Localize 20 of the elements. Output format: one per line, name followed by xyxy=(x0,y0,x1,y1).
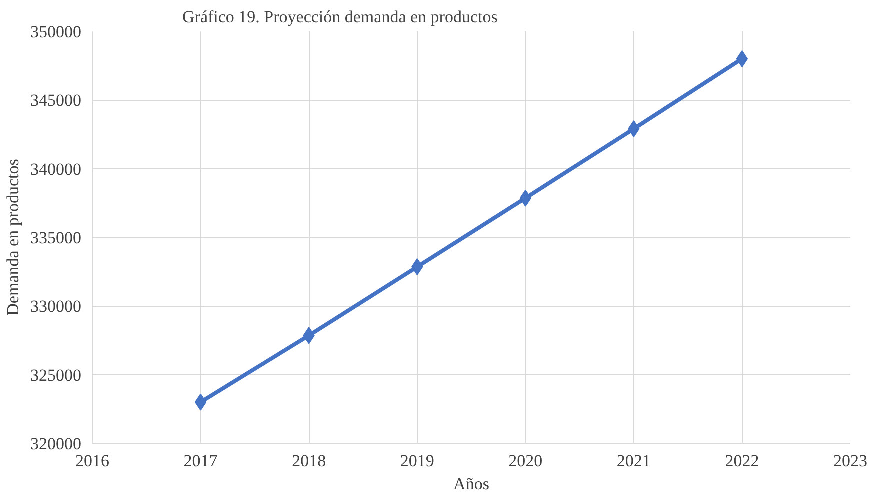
x-tick-label: 2018 xyxy=(292,452,326,470)
y-tick-label: 350000 xyxy=(30,22,82,42)
x-axis-title: Años xyxy=(454,474,490,494)
y-tick-label: 325000 xyxy=(30,366,82,385)
x-tick-label: 2020 xyxy=(508,452,543,470)
y-axis-title: Demanda en productos xyxy=(4,159,22,316)
y-tick-label: 340000 xyxy=(30,160,82,179)
y-tick-label: 335000 xyxy=(30,228,82,248)
x-tick-label: 2023 xyxy=(834,452,868,470)
y-tick-label: 345000 xyxy=(30,91,82,110)
x-tick-label: 2021 xyxy=(616,452,651,470)
x-tick-label: 2019 xyxy=(400,452,434,470)
x-tick-label: 2016 xyxy=(76,452,110,470)
chart-title: Gráfico 19. Proyección demanda en productos xyxy=(182,8,498,26)
x-tick-label: 2017 xyxy=(184,452,218,470)
point xyxy=(736,50,748,68)
y-tick-label: 330000 xyxy=(30,297,82,316)
point xyxy=(194,394,207,411)
y-tick-label: 320000 xyxy=(30,434,82,454)
x-tick-label: 2022 xyxy=(725,452,760,470)
